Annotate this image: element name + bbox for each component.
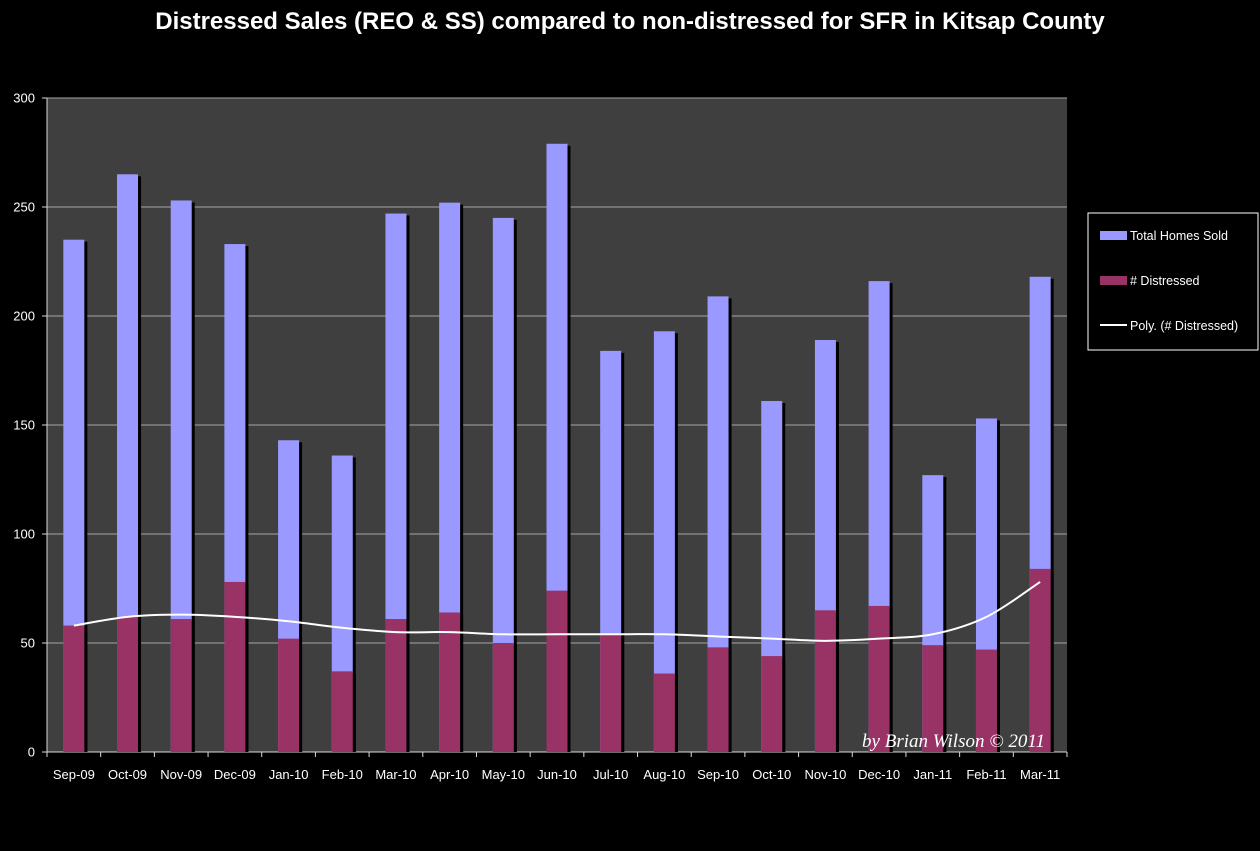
bar-distressed xyxy=(1029,568,1051,752)
y-tick-label: 200 xyxy=(13,309,35,324)
x-tick-label: Dec-10 xyxy=(858,767,900,782)
x-tick-label: Dec-09 xyxy=(214,767,256,782)
y-tick-label: 100 xyxy=(13,527,35,542)
x-tick-label: Jan-10 xyxy=(269,767,309,782)
x-tick-label: Oct-10 xyxy=(752,767,791,782)
bar-distressed xyxy=(707,647,729,752)
x-tick-label: Aug-10 xyxy=(643,767,685,782)
legend-label-poly: Poly. (# Distressed) xyxy=(1130,319,1238,333)
bar-distressed xyxy=(814,610,836,752)
x-tick-label: Nov-10 xyxy=(804,767,846,782)
x-tick-label: May-10 xyxy=(482,767,525,782)
x-tick-label: Sep-09 xyxy=(53,767,95,782)
bar-distressed xyxy=(439,612,461,752)
x-tick-label: Sep-10 xyxy=(697,767,739,782)
y-axis-ticks: 0 50 100 150 200 250 300 xyxy=(13,91,47,760)
legend-swatch-total xyxy=(1100,231,1127,240)
bar-distressed xyxy=(385,619,407,752)
bar-distressed xyxy=(492,643,514,752)
distressed-bars xyxy=(63,568,1054,752)
y-tick-label: 50 xyxy=(21,636,35,651)
trend-line-poly-distressed xyxy=(73,581,1041,642)
legend-label-distressed: # Distressed xyxy=(1130,274,1200,288)
x-tick-label: Jul-10 xyxy=(593,767,628,782)
legend-label-total: Total Homes Sold xyxy=(1130,229,1228,243)
x-tick-label: Jan-11 xyxy=(913,767,952,782)
x-tick-label: Jun-10 xyxy=(537,767,577,782)
bar-total-homes-sold xyxy=(653,331,675,752)
x-tick-label: Oct-09 xyxy=(108,767,147,782)
x-tick-label: Mar-10 xyxy=(375,767,416,782)
bar-total-homes-sold xyxy=(385,213,407,753)
bar-distressed xyxy=(331,671,353,752)
y-tick-label: 0 xyxy=(28,745,35,760)
bar-total-homes-sold xyxy=(707,296,729,752)
y-tick-label: 150 xyxy=(13,418,35,433)
bar-distressed xyxy=(224,581,246,752)
y-tick-label: 300 xyxy=(13,91,35,106)
bar-distressed xyxy=(278,638,300,752)
bar-distressed xyxy=(761,656,783,752)
x-tick-label: Feb-10 xyxy=(322,767,363,782)
bar-total-homes-sold xyxy=(492,217,514,752)
bar-distressed xyxy=(546,590,568,752)
x-tick-label: Feb-11 xyxy=(966,767,1006,782)
bar-distressed xyxy=(117,616,139,752)
bar-distressed xyxy=(868,605,890,752)
x-axis-ticks: Sep-09 Oct-09 Nov-09 Dec-09 Jan-10 Feb-10 Mar-… xyxy=(46,752,1068,782)
bar-distressed xyxy=(63,625,85,752)
x-tick-label: Apr-10 xyxy=(430,767,469,782)
legend-swatch-distressed xyxy=(1100,276,1127,285)
x-tick-label: Mar-11 xyxy=(1020,767,1060,782)
bar-distressed xyxy=(975,649,997,752)
bar-distressed xyxy=(600,634,622,752)
bar-distressed xyxy=(170,619,192,752)
bar-distressed xyxy=(922,645,944,752)
credit-annotation: by Brian Wilson © 2011 xyxy=(862,731,1045,752)
legend: Total Homes Sold # Distressed Poly. (# D… xyxy=(1087,212,1259,351)
bar-distressed xyxy=(653,673,675,752)
bar-total-homes-sold xyxy=(117,174,139,753)
chart-title: Distressed Sales (REO & SS) compared to … xyxy=(155,8,1105,35)
y-tick-label: 250 xyxy=(13,200,35,215)
x-tick-label: Nov-09 xyxy=(160,767,202,782)
